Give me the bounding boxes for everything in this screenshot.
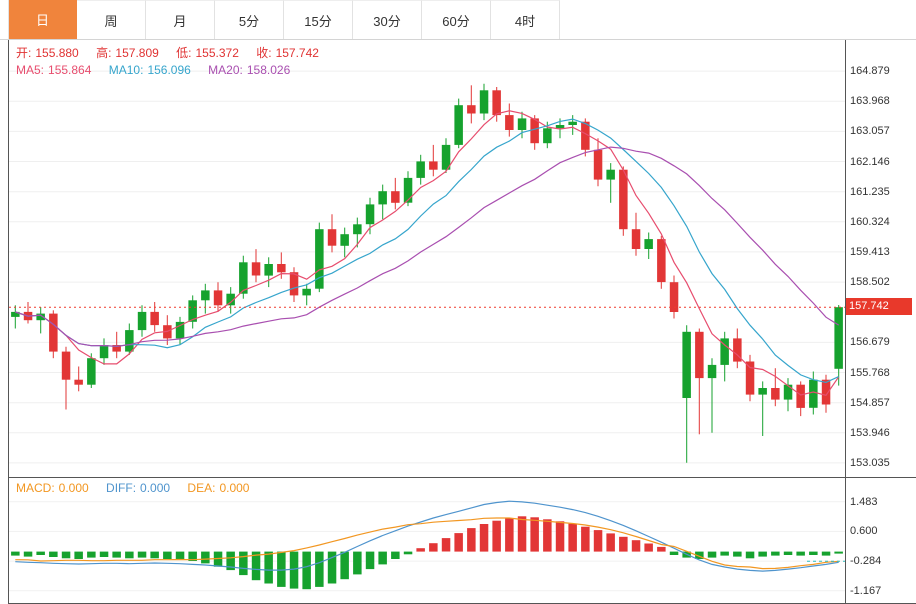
macd-chart[interactable] [9, 478, 845, 603]
tab-week[interactable]: 周 [77, 0, 146, 39]
price-tick-label: 158.502 [850, 276, 890, 289]
main-chart-panel: 开: 155.880 高: 157.809 低: 155.372 收: 157.742 … [8, 40, 916, 478]
price-tick-label: 160.324 [850, 215, 890, 228]
timeframe-tabbar: 日 周 月 5分 15分 30分 60分 4时 [0, 0, 916, 40]
price-axis: 157.742 164.879 163.968 163.057 162.146 161.… [845, 40, 914, 477]
price-tick-label: 153.035 [850, 456, 890, 469]
price-tick-label: 154.857 [850, 396, 890, 409]
last-price-badge: 157.742 [846, 298, 912, 316]
tab-60min[interactable]: 60分 [422, 0, 491, 39]
macd-axis: 1.483 0.600 -0.284 -1.167 [845, 478, 914, 603]
price-tick-label: 161.235 [850, 185, 890, 198]
tab-15min[interactable]: 15分 [284, 0, 353, 39]
tab-day[interactable]: 日 [8, 0, 77, 39]
macd-tick-label: 1.483 [850, 495, 878, 508]
macd-tick-label: -1.167 [850, 584, 882, 597]
candlestick-plot[interactable]: 开: 155.880 高: 157.809 低: 155.372 收: 157.742 … [9, 40, 845, 477]
price-tick-label: 156.679 [850, 336, 890, 349]
tab-30min[interactable]: 30分 [353, 0, 422, 39]
macd-panel: MACD: 0.000 DIFF: 0.000 DEA: 0.000 1.483 0.6… [8, 478, 916, 604]
macd-plot[interactable]: MACD: 0.000 DIFF: 0.000 DEA: 0.000 [9, 478, 845, 603]
price-tick-label: 163.057 [850, 125, 890, 138]
macd-tick-label: -0.284 [850, 555, 882, 568]
price-tick-label: 153.946 [850, 426, 890, 439]
price-tick-label: 164.879 [850, 65, 890, 78]
price-tick-label: 159.413 [850, 245, 890, 258]
tab-5min[interactable]: 5分 [215, 0, 284, 39]
price-tick-label: 155.768 [850, 366, 890, 379]
tab-4hour[interactable]: 4时 [491, 0, 560, 39]
candlestick-chart[interactable] [9, 40, 845, 477]
macd-tick-label: 0.600 [850, 525, 878, 538]
price-tick-label: 163.968 [850, 95, 890, 108]
price-tick-label: 162.146 [850, 155, 890, 168]
tab-month[interactable]: 月 [146, 0, 215, 39]
